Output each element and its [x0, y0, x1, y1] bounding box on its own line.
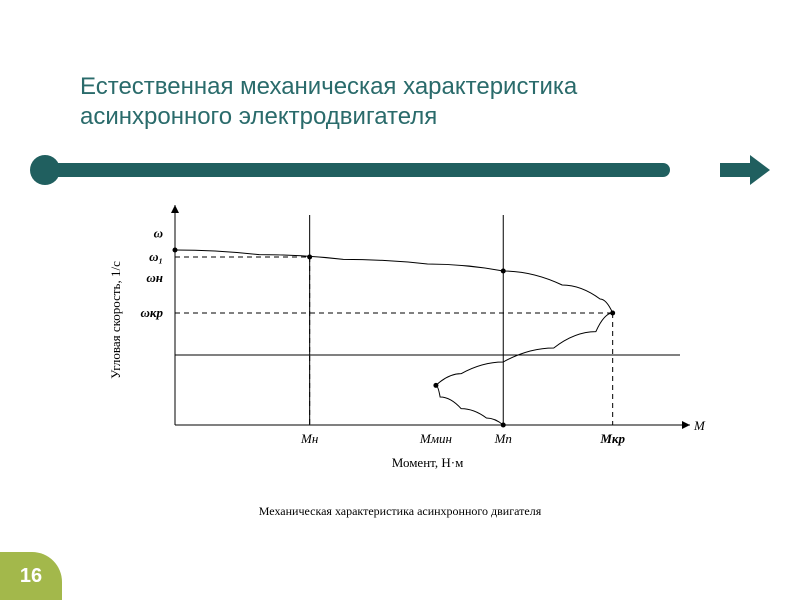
- slide-title: Естественная механическая характеристика…: [80, 72, 700, 132]
- next-arrow-icon[interactable]: [720, 155, 770, 185]
- y-tick-label: ω: [154, 226, 163, 241]
- y-tick-label: ω₁: [149, 249, 163, 264]
- chart: ω ω₁ ωн ωкр Mн Mмин Mп Mкр M Момент, Н·м Угловая с…: [90, 195, 710, 525]
- title-divider: [30, 160, 690, 180]
- y-axis-label: Угловая скорость, 1/с: [108, 261, 123, 379]
- x-axis-label: Момент, Н·м: [392, 455, 464, 470]
- chart-svg: ω ω₁ ωн ωкр Mн Mмин Mп Mкр M Момент, Н·м Угловая с…: [90, 195, 710, 495]
- divider-bar: [50, 163, 670, 177]
- y-tick-label: ωкр: [141, 305, 164, 320]
- x-tick-label: Mн: [300, 431, 318, 446]
- x-tick-label: Mп: [494, 431, 512, 446]
- page-number: 16: [20, 565, 42, 588]
- divider-ball: [30, 155, 60, 185]
- arrow-shape: [720, 155, 770, 185]
- x-tick-label: Mмин: [419, 431, 452, 446]
- y-tick-label: ωн: [146, 270, 163, 285]
- x-tick-label: Mкр: [599, 431, 625, 446]
- slide: Естественная механическая характеристика…: [0, 0, 800, 600]
- x-axis-end-label: M: [693, 418, 706, 433]
- page-number-badge: 16: [0, 552, 62, 600]
- chart-caption: Механическая характеристика асинхронного…: [90, 504, 710, 519]
